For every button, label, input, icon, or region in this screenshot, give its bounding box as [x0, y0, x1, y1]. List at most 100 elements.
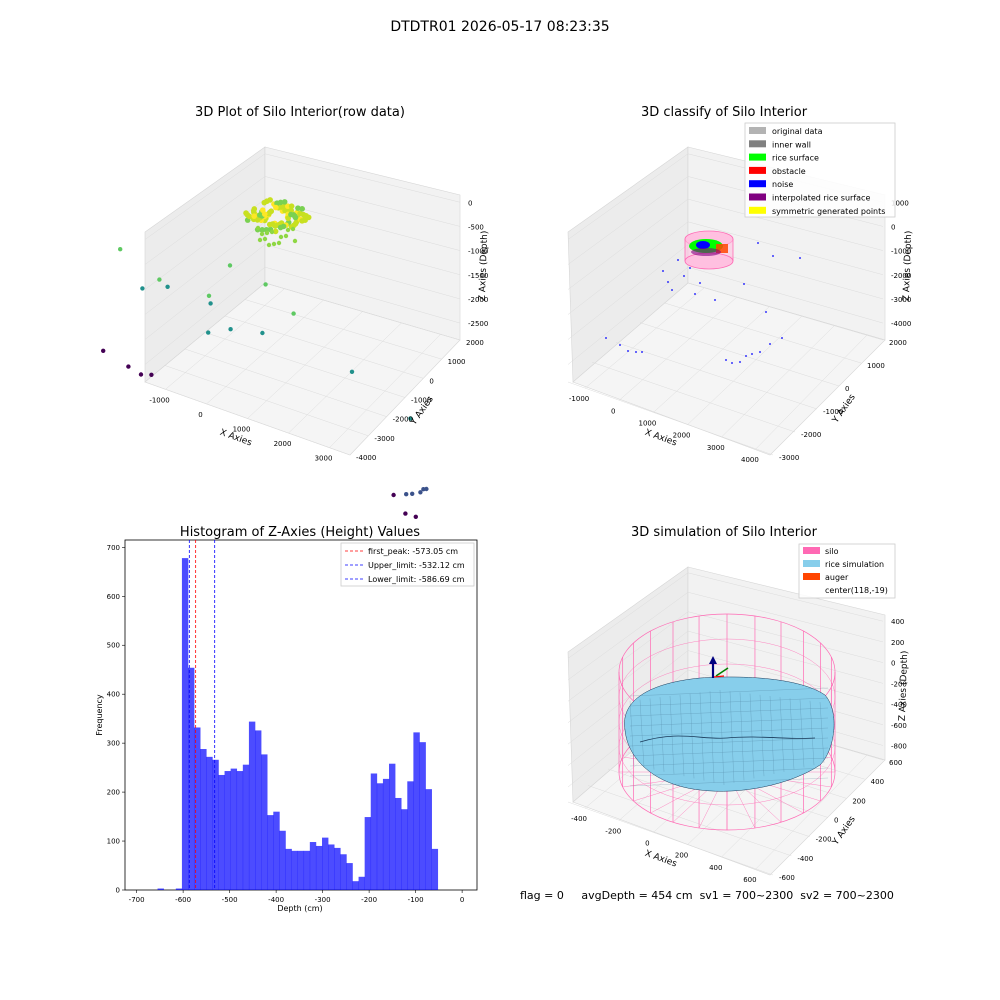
panel3-title: Histogram of Z-Axies (Height) Values — [180, 525, 420, 540]
footer-sv2: sv2 = 700~2300 — [800, 889, 894, 902]
panel4-legend: silo rice simulation auger center(118,-19) — [798, 543, 896, 599]
histogram-ytick: 600 — [107, 593, 120, 601]
histogram-xtick: -100 — [408, 896, 424, 904]
panel4-xtick: 200 — [675, 852, 688, 860]
panel1-cluster-point — [277, 199, 284, 206]
panel3-legend-label: first_peak: -573.05 cm — [368, 547, 458, 556]
panel1-point — [408, 416, 413, 421]
panel2-noise-point — [605, 337, 607, 339]
panel1-cluster-point — [267, 197, 273, 203]
panel-simulation: 3D simulation of Silo Interior -400 -200 0… — [567, 525, 910, 884]
histogram-ytick: 300 — [107, 740, 120, 748]
panel2-legend-label: symmetric generated points — [772, 207, 885, 216]
panel1-cluster-point — [259, 231, 265, 237]
panel1-cluster-point — [273, 204, 279, 211]
panel1-ytick: 2000 — [466, 339, 484, 347]
panel2-xtick: 0 — [611, 407, 615, 415]
panel1-cluster-point — [285, 227, 291, 233]
histogram-bar — [309, 842, 317, 890]
panel3-bars — [157, 558, 439, 890]
panel2-legend-label: inner wall — [772, 140, 811, 149]
histogram-bar — [181, 558, 189, 890]
footer-avg-depth: avgDepth = 454 cm — [581, 889, 693, 902]
panel2-legend-swatch — [749, 166, 766, 174]
histogram-bar — [413, 732, 420, 890]
panel1-ztick: -2500 — [468, 320, 488, 328]
panel1-cluster-point — [299, 206, 305, 212]
panel1-cluster-point — [292, 238, 298, 244]
panel2-noise-point — [635, 351, 637, 353]
panel1-cluster-point — [272, 228, 279, 235]
panel4-auger — [709, 656, 729, 678]
panel2-legend-label: interpolated rice surface — [772, 194, 870, 203]
histogram-bar — [346, 863, 353, 890]
histogram-bar — [425, 789, 432, 890]
panel2-zlabel: Z Axies (Depth) — [902, 231, 914, 302]
histogram-ytick: 100 — [107, 838, 120, 846]
panel1-cluster-point — [305, 214, 312, 221]
histogram-bar — [315, 845, 323, 890]
panel1-point — [206, 330, 211, 335]
histogram-bar — [224, 771, 231, 890]
histogram-bar — [291, 850, 298, 890]
histogram-bar — [236, 771, 244, 890]
panel2-xtick: 3000 — [707, 444, 725, 452]
histogram-ytick: 400 — [107, 691, 120, 699]
histogram-bar — [395, 797, 402, 890]
panel2-noise-points — [605, 242, 801, 364]
histogram-bar — [200, 749, 207, 890]
histogram-bar — [285, 848, 292, 890]
panel-histogram: Histogram of Z-Axies (Height) Values -70… — [95, 525, 478, 913]
panel4-ztick: 400 — [891, 618, 904, 626]
panel1-point — [391, 492, 396, 498]
histogram-bar — [364, 817, 372, 890]
panel2-noise-point — [759, 351, 761, 353]
histogram-bar — [340, 854, 347, 890]
panel1-point — [413, 514, 418, 519]
panel1-ytick: -3000 — [374, 435, 394, 443]
panel1-ytick: -4000 — [356, 454, 376, 462]
histogram-bar — [218, 774, 225, 890]
panel2-ytick: 2000 — [889, 339, 907, 347]
panel4-legend-label: silo — [825, 547, 839, 556]
panel2-legend-frame — [744, 122, 896, 218]
panel1-xtick: -1000 — [149, 396, 169, 404]
histogram-ytick: 500 — [107, 642, 120, 650]
panel2-legend-label: obstacle — [772, 167, 806, 176]
panel1-point — [424, 486, 429, 492]
panel2-noise-point — [667, 281, 669, 283]
panel1-cluster-point — [288, 211, 294, 218]
panel4-ztick: -800 — [891, 743, 907, 751]
panel2-ztick: -3000 — [891, 296, 911, 304]
panel2-ztick: -1000 — [891, 248, 911, 256]
panel1-point — [410, 491, 415, 496]
panel1-point — [101, 348, 106, 353]
panel2-legend-swatch — [749, 193, 766, 201]
histogram-xtick: -600 — [175, 896, 191, 904]
panel1-cluster-point — [288, 207, 294, 214]
panel1-point — [227, 263, 233, 268]
histogram-bar — [370, 773, 378, 890]
figure-suptitle: DTDTR01 2026-05-17 08:23:35 — [390, 19, 609, 35]
panel1-points — [101, 197, 429, 519]
panel4-zlabel: Z Axies (Depth) — [898, 651, 910, 722]
panel2-noise-point — [765, 311, 767, 313]
panel3-ylabel: Frequency — [95, 694, 104, 736]
panel4-legend-swatch — [803, 573, 820, 580]
panel2-noise-point — [745, 355, 747, 357]
panel4-rice-surface — [624, 676, 835, 792]
panel1-cluster-point — [251, 206, 258, 212]
panel1-zlabel: Z Axies (Depth) — [478, 231, 490, 302]
histogram-ytick: 0 — [116, 887, 120, 895]
panel2-legend-label: noise — [772, 180, 793, 189]
histogram-bar — [279, 830, 286, 890]
panel2-xtick: 1000 — [639, 419, 657, 427]
panel4-ytick: 600 — [889, 759, 902, 767]
panel1-cluster-point — [288, 203, 295, 209]
panel1-title: 3D Plot of Silo Interior(row data) — [195, 105, 405, 120]
panel1-point — [206, 293, 212, 298]
footer-sv1: sv1 = 700~2300 — [699, 889, 794, 902]
panel2-noise-point — [627, 350, 629, 352]
panel2-noise-point — [799, 257, 801, 259]
